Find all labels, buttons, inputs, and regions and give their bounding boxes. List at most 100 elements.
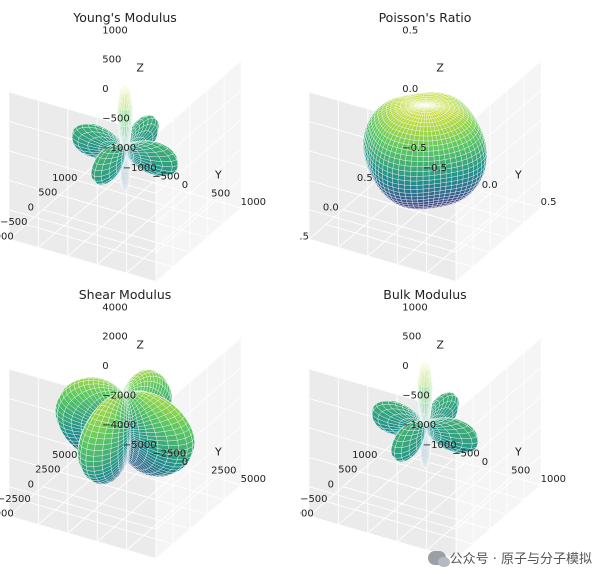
surface-patch [442,101,449,103]
tick-label: −0.5 [423,163,447,174]
surface-patch [406,202,414,206]
grid-line [59,194,208,238]
surface-patch [433,150,440,157]
surface-patch [423,122,428,128]
surface-patch [423,126,428,132]
surface-patch [411,196,418,201]
grid-line [325,224,474,268]
surface-patch [427,135,433,142]
surface-patch [422,156,429,162]
grid-line [155,119,242,194]
grid-line [96,190,183,266]
surface-patch [410,193,418,198]
surface-patch [124,83,126,94]
surface-patch [147,117,153,125]
surface-patch [412,204,420,208]
surface-patch [404,192,412,198]
grid-line [155,425,242,501]
surface-patch [404,184,411,190]
surface-patch [410,171,418,177]
surface-patch [404,170,411,177]
surface-patch [404,175,411,182]
surface-patch [410,161,418,167]
tick-label: −500 [152,171,179,182]
surface-patch [419,130,424,137]
grid-line [8,238,157,283]
surface-patch [420,122,425,128]
surface-patch [431,135,438,142]
tick-label: 0 [182,180,188,191]
surface [71,83,179,192]
grid-line [126,199,212,274]
tick-label: 0.0 [402,84,418,95]
tick-label: 1000 [52,173,77,184]
surface-patch [428,175,435,181]
surface-patch [124,126,126,138]
tick-label: 0 [102,84,108,95]
chart-title: Shear Modulus [78,287,172,302]
surface-patch [405,196,413,201]
grid-line [396,190,483,266]
grid-line [155,148,242,224]
surface-patch [424,112,427,116]
tick-label: −0.5 [402,143,426,154]
surface-patch [124,92,126,111]
grid-line [38,173,124,249]
surface-patch [158,155,172,162]
grid-line [25,224,174,268]
surface-patch [94,176,102,182]
surface-patch [412,202,419,206]
grid-line [455,207,542,283]
plot-area: −0.50.00.50.50.0−0.50.50.0−0.5XYZ [300,25,557,283]
surface-patch [420,118,425,123]
grid-line [8,209,157,253]
surface-patch [417,156,424,162]
chart-title: Young's Modulus [73,10,177,25]
surface-patch [423,131,428,137]
grid-line [426,199,512,274]
grid-line [67,459,154,534]
surface-patch [94,164,104,171]
surface-patch [411,199,419,203]
tick-label: 0.5 [541,197,557,208]
surface-patch [422,180,430,186]
surface [55,369,195,485]
surface-patch [404,180,411,186]
grid-line [59,471,208,515]
surface-patch [410,185,418,190]
surface-patch [124,180,126,190]
surface-patch [427,126,432,132]
tick-label: −1000 [102,143,136,154]
tick-label: −0.5 [300,232,309,243]
surface-patch [416,184,424,190]
y-axis-label: Y [514,169,522,182]
grid-line [155,60,242,135]
surface-patch [433,155,440,162]
surface-patch [423,135,429,142]
tick-label: −500 [0,217,27,228]
surface-patch [410,189,418,194]
grid-line [308,209,457,253]
chart-poisson-ratio: Poisson's Ratio −0.50.00.50.50.0−0.50.50… [300,0,600,287]
grid-line [308,238,457,283]
surface-patch [411,155,418,162]
surface-patch [422,175,430,181]
surface-patch [432,145,439,152]
tick-label: 500 [102,55,121,66]
surface-patch [404,189,412,194]
surface-patch [424,115,427,120]
grid-line [76,179,225,224]
surface [362,91,488,210]
surface-patch [411,150,419,157]
grid-line [8,486,157,530]
surface-patch [94,170,102,177]
grid-line [155,484,242,560]
grid-line [126,476,212,551]
tick-label: −500 [102,114,129,125]
axes-box [8,60,242,283]
surface-patch [405,155,413,162]
tick-label: −1000 [0,232,14,243]
grid-line [455,148,542,224]
tick-label: 500 [211,188,230,199]
grid-line [8,515,157,560]
